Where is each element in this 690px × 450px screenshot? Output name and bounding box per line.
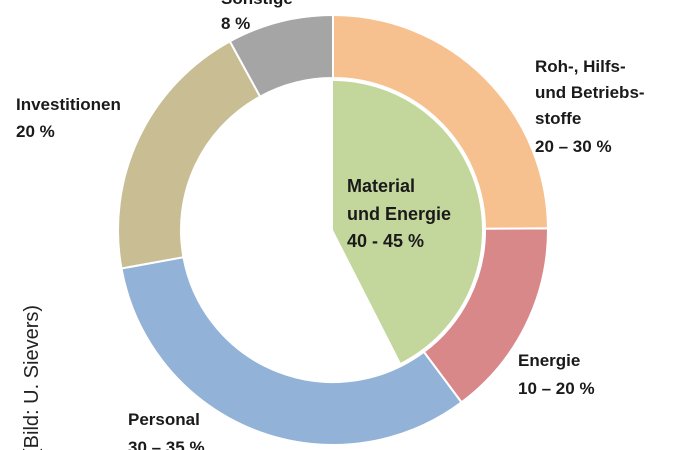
credit-label: (Bild: U. Sievers) (21, 305, 43, 450)
label-personal: Personal 30 – 35 % (128, 410, 205, 450)
label-material-und-energie: Material und Energie 40 - 45 % (347, 176, 456, 251)
label-energie: Energie 10 – 20 % (518, 351, 595, 398)
label-roh-hilfs-betriebsstoffe: Roh-, Hilfs- und Betriebs- stoffe 20 – 3… (535, 57, 649, 156)
inner-slice-material-und-energie (333, 81, 482, 363)
label-sonstige: Sonstige 8 % (221, 0, 298, 33)
label-investitionen: Investitionen 20 % (16, 95, 126, 141)
outer-ring (117, 13, 550, 446)
